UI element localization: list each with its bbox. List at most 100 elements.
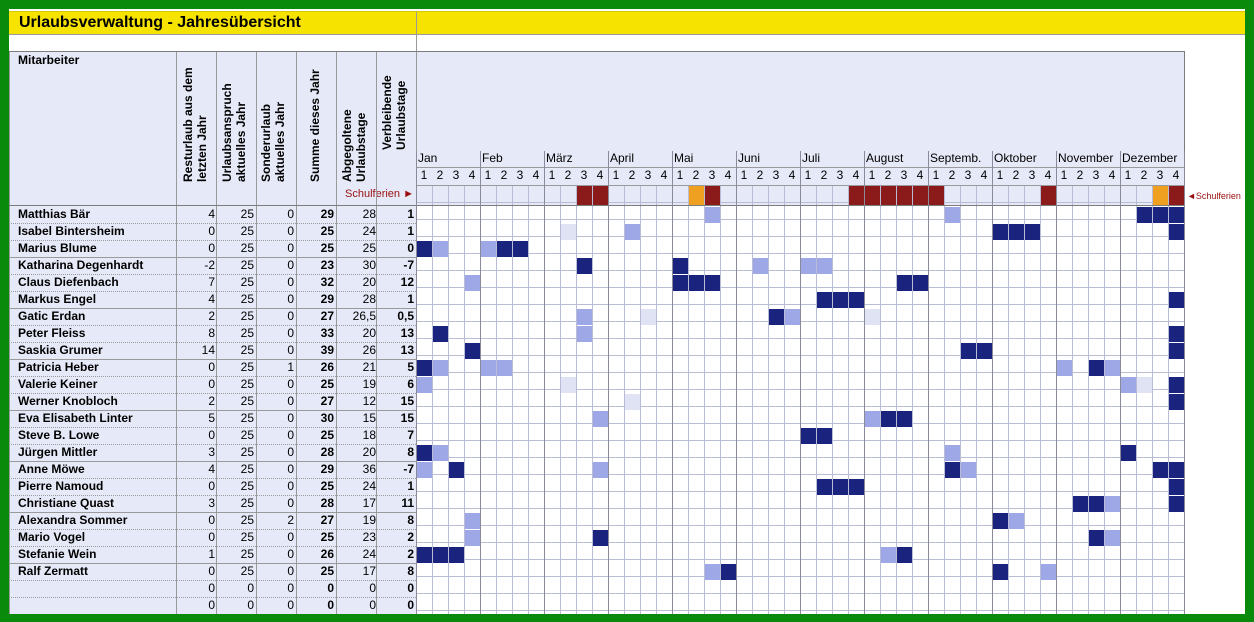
employee-abgegolten[interactable]: 23 <box>362 530 376 544</box>
employee-anspruch[interactable]: 25 <box>240 530 254 544</box>
employee-verbleibend[interactable]: 0 <box>407 598 414 612</box>
employee-abgegolten[interactable]: 24 <box>362 224 376 238</box>
employee-rest[interactable]: 4 <box>208 462 215 476</box>
urlaub-cell[interactable] <box>577 258 592 274</box>
employee-name[interactable]: Matthias Bär <box>18 207 91 221</box>
employee-abgegolten[interactable]: 25 <box>362 241 376 255</box>
urlaub-cell[interactable] <box>417 547 432 563</box>
employee-verbleibend[interactable]: 5 <box>407 360 414 374</box>
urlaub-cell[interactable] <box>465 275 480 291</box>
employee-anspruch[interactable]: 25 <box>240 292 254 306</box>
urlaub-cell[interactable] <box>449 462 464 478</box>
employee-rest[interactable]: 2 <box>208 309 215 323</box>
employee-rest[interactable]: 0 <box>208 360 215 374</box>
urlaub-cell[interactable] <box>865 309 880 325</box>
urlaub-cell[interactable] <box>417 360 432 376</box>
employee-verbleibend[interactable]: 13 <box>400 343 414 357</box>
employee-sonder[interactable]: 0 <box>287 598 294 612</box>
employee-anspruch[interactable]: 25 <box>240 343 254 357</box>
urlaub-cell[interactable] <box>833 479 848 495</box>
employee-summe[interactable]: 25 <box>320 530 334 544</box>
urlaub-cell[interactable] <box>561 224 576 240</box>
urlaub-cell[interactable] <box>417 445 432 461</box>
employee-verbleibend[interactable]: 13 <box>400 326 414 340</box>
urlaub-cell[interactable] <box>625 224 640 240</box>
urlaub-cell[interactable] <box>513 241 528 257</box>
employee-summe[interactable]: 25 <box>320 377 334 391</box>
employee-verbleibend[interactable]: 0,5 <box>397 309 414 323</box>
employee-abgegolten[interactable]: 36 <box>362 462 376 476</box>
employee-rest[interactable]: 14 <box>201 343 215 357</box>
employee-summe[interactable]: 25 <box>320 224 334 238</box>
urlaub-cell[interactable] <box>721 564 736 580</box>
urlaub-cell[interactable] <box>433 445 448 461</box>
employee-name[interactable]: Jürgen Mittler <box>18 445 98 459</box>
urlaub-cell[interactable] <box>705 207 720 223</box>
employee-summe[interactable]: 29 <box>320 207 334 221</box>
urlaub-cell[interactable] <box>481 360 496 376</box>
employee-abgegolten[interactable]: 0 <box>369 581 376 595</box>
urlaub-cell[interactable] <box>817 479 832 495</box>
employee-verbleibend[interactable]: -7 <box>403 258 414 272</box>
employee-name[interactable]: Christiane Quast <box>18 496 115 510</box>
employee-rest[interactable]: 7 <box>208 275 215 289</box>
employee-anspruch[interactable]: 0 <box>247 598 254 612</box>
employee-abgegolten[interactable]: 20 <box>362 326 376 340</box>
employee-rest[interactable]: 2 <box>208 394 215 408</box>
urlaub-cell[interactable] <box>993 564 1008 580</box>
urlaub-cell[interactable] <box>673 275 688 291</box>
employee-verbleibend[interactable]: -7 <box>403 462 414 476</box>
employee-verbleibend[interactable]: 1 <box>407 207 414 221</box>
employee-rest[interactable]: 3 <box>208 445 215 459</box>
employee-sonder[interactable]: 0 <box>287 428 294 442</box>
employee-summe[interactable]: 30 <box>320 411 334 425</box>
urlaub-cell[interactable] <box>1009 224 1024 240</box>
employee-rest[interactable]: 0 <box>208 479 215 493</box>
urlaub-cell[interactable] <box>1169 479 1184 495</box>
urlaub-cell[interactable] <box>897 275 912 291</box>
employee-abgegolten[interactable]: 20 <box>362 275 376 289</box>
employee-verbleibend[interactable]: 1 <box>407 479 414 493</box>
employee-abgegolten[interactable]: 26 <box>362 343 376 357</box>
employee-abgegolten[interactable]: 0 <box>369 598 376 612</box>
employee-rest[interactable]: 8 <box>208 326 215 340</box>
employee-verbleibend[interactable]: 2 <box>407 547 414 561</box>
employee-summe[interactable]: 26 <box>320 547 334 561</box>
urlaub-cell[interactable] <box>1169 377 1184 393</box>
urlaub-cell[interactable] <box>865 411 880 427</box>
employee-abgegolten[interactable]: 19 <box>362 377 376 391</box>
employee-sonder[interactable]: 0 <box>287 445 294 459</box>
employee-name[interactable]: Werner Knobloch <box>18 394 118 408</box>
urlaub-cell[interactable] <box>817 258 832 274</box>
urlaub-cell[interactable] <box>561 377 576 393</box>
urlaub-cell[interactable] <box>769 309 784 325</box>
employee-rest[interactable]: 0 <box>208 513 215 527</box>
urlaub-cell[interactable] <box>417 377 432 393</box>
employee-verbleibend[interactable]: 15 <box>400 394 414 408</box>
employee-rest[interactable]: 0 <box>208 530 215 544</box>
employee-rest[interactable]: 0 <box>208 428 215 442</box>
urlaub-cell[interactable] <box>417 241 432 257</box>
employee-summe[interactable]: 27 <box>320 309 334 323</box>
employee-anspruch[interactable]: 25 <box>240 479 254 493</box>
urlaub-cell[interactable] <box>1057 360 1072 376</box>
employee-verbleibend[interactable]: 12 <box>400 275 414 289</box>
urlaub-cell[interactable] <box>849 292 864 308</box>
employee-rest[interactable]: 0 <box>208 564 215 578</box>
urlaub-cell[interactable] <box>881 547 896 563</box>
employee-name[interactable]: Markus Engel <box>18 292 97 306</box>
urlaub-cell[interactable] <box>833 292 848 308</box>
employee-summe[interactable]: 23 <box>320 258 334 272</box>
urlaub-cell[interactable] <box>705 275 720 291</box>
employee-abgegolten[interactable]: 17 <box>362 496 376 510</box>
employee-sonder[interactable]: 0 <box>287 564 294 578</box>
employee-sonder[interactable]: 0 <box>287 377 294 391</box>
urlaub-cell[interactable] <box>1121 445 1136 461</box>
employee-sonder[interactable]: 1 <box>287 360 294 374</box>
urlaub-cell[interactable] <box>593 411 608 427</box>
employee-sonder[interactable]: 0 <box>287 530 294 544</box>
urlaub-cell[interactable] <box>497 360 512 376</box>
employee-rest[interactable]: -2 <box>204 258 215 272</box>
employee-sonder[interactable]: 0 <box>287 258 294 272</box>
employee-sonder[interactable]: 0 <box>287 479 294 493</box>
